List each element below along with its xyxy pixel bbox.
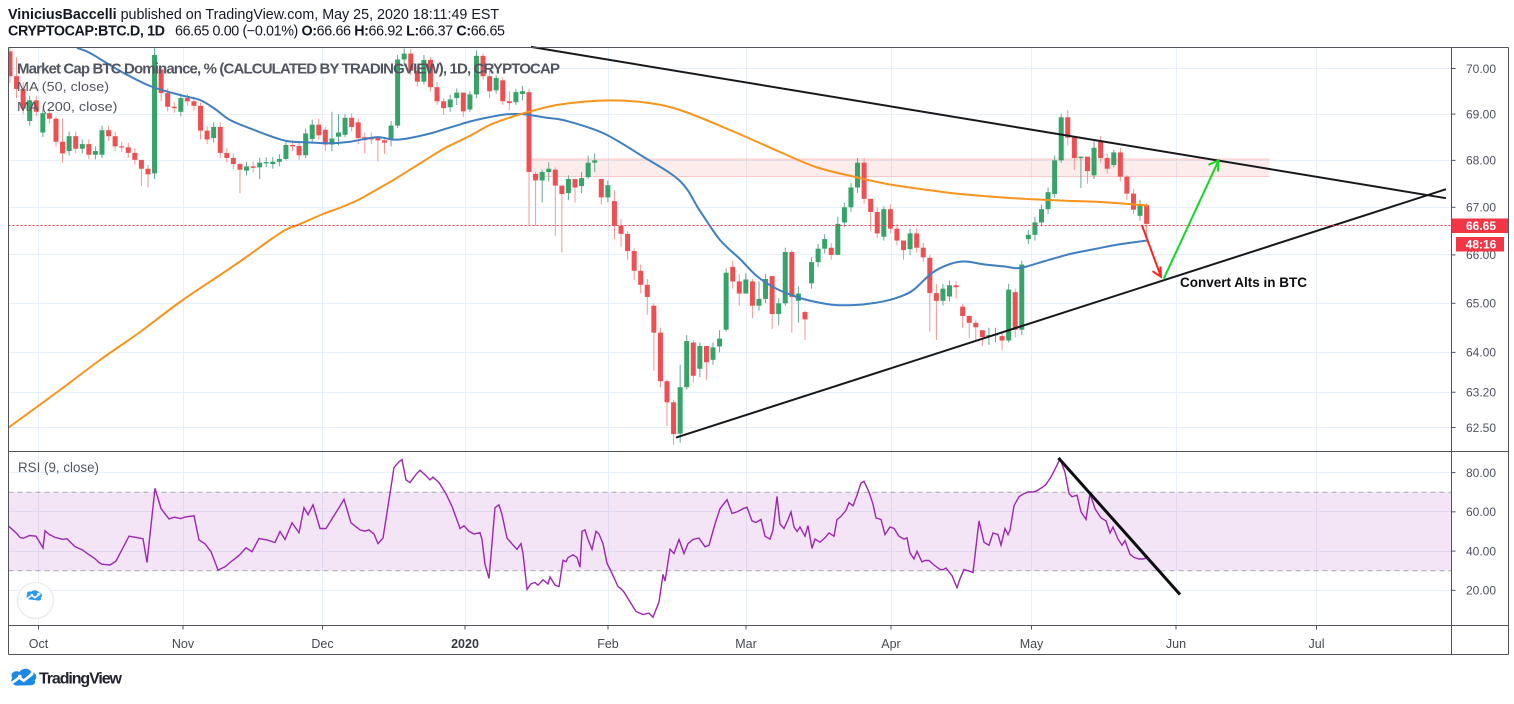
svg-text:70.00: 70.00 xyxy=(1466,62,1496,76)
svg-text:Market Cap BTC Dominance, % (C: Market Cap BTC Dominance, % (CALCULATED … xyxy=(17,61,560,78)
svg-text:48:16: 48:16 xyxy=(1466,238,1497,252)
svg-text:62.50: 62.50 xyxy=(1466,421,1496,435)
svg-text:Oct: Oct xyxy=(29,637,49,651)
svg-text:63.20: 63.20 xyxy=(1466,386,1496,400)
svg-text:May: May xyxy=(1020,637,1044,651)
svg-text:68.00: 68.00 xyxy=(1466,154,1496,168)
svg-text:Nov: Nov xyxy=(172,637,195,651)
svg-text:TradingView: TradingView xyxy=(39,671,123,688)
svg-text:Dec: Dec xyxy=(311,637,333,651)
svg-text:CRYPTOCAP:BTC.D, 1D 66.65 0.0: CRYPTOCAP:BTC.D, 1D 66.65 0.00 (−0.01%) … xyxy=(8,24,505,40)
svg-text:60.00: 60.00 xyxy=(1466,505,1496,519)
svg-text:ViniciusBaccelli published on: ViniciusBaccelli published on TradingVie… xyxy=(8,7,499,23)
svg-text:2020: 2020 xyxy=(451,637,479,651)
svg-text:67.00: 67.00 xyxy=(1466,201,1496,215)
svg-text:20.00: 20.00 xyxy=(1466,584,1496,598)
svg-text:64.00: 64.00 xyxy=(1466,346,1496,360)
svg-text:Jul: Jul xyxy=(1309,637,1325,651)
svg-text:40.00: 40.00 xyxy=(1466,544,1496,558)
svg-text:66.65: 66.65 xyxy=(1466,219,1496,233)
svg-text:Feb: Feb xyxy=(597,637,619,651)
svg-text:65.00: 65.00 xyxy=(1466,297,1496,311)
svg-text:RSI (9, close): RSI (9, close) xyxy=(18,460,99,475)
svg-text:80.00: 80.00 xyxy=(1466,466,1496,480)
svg-text:MA (50, close): MA (50, close) xyxy=(17,79,109,94)
svg-text:Mar: Mar xyxy=(735,637,757,651)
svg-text:MA (200, close): MA (200, close) xyxy=(17,99,117,114)
svg-text:Convert Alts in BTC: Convert Alts in BTC xyxy=(1180,275,1307,290)
svg-text:69.00: 69.00 xyxy=(1466,107,1496,121)
svg-text:66.00: 66.00 xyxy=(1466,248,1496,262)
svg-text:Jun: Jun xyxy=(1166,637,1186,651)
svg-text:Apr: Apr xyxy=(881,637,900,651)
